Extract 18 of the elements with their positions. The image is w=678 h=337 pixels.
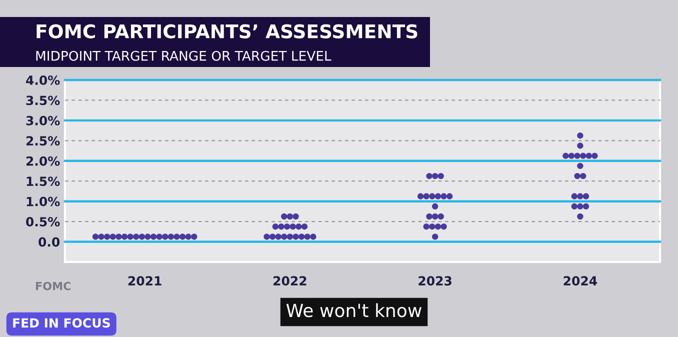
text: FED IN FOCUS — [13, 318, 110, 328]
chart-title: FOMC PARTICIPANTS’ ASSESSMENTS — [36, 24, 418, 38]
y-tick-label: 3.0% — [26, 116, 60, 126]
chart-subtitle: MIDPOINT TARGET RANGE OR TARGET LEVEL — [36, 50, 332, 61]
y-tick-label: 0.0 — [38, 237, 60, 247]
text: We won't know — [286, 303, 422, 318]
y-tick-label: 1.5% — [26, 176, 60, 186]
text: FOMC — [36, 282, 71, 290]
x-tick-label: 2023 — [418, 276, 452, 286]
y-tick-label: 2.5% — [26, 136, 60, 146]
y-tick-label: 2.0% — [26, 156, 60, 166]
y-tick-label: 4.0% — [26, 75, 60, 85]
x-tick-label: 2022 — [274, 276, 306, 286]
y-tick-label: 0.5% — [26, 217, 60, 226]
x-tick-label: 2021 — [128, 276, 162, 286]
y-tick-label: 3.5% — [26, 96, 60, 106]
y-tick-label: 1.0% — [26, 196, 60, 206]
x-tick-label: 2024 — [564, 276, 598, 286]
